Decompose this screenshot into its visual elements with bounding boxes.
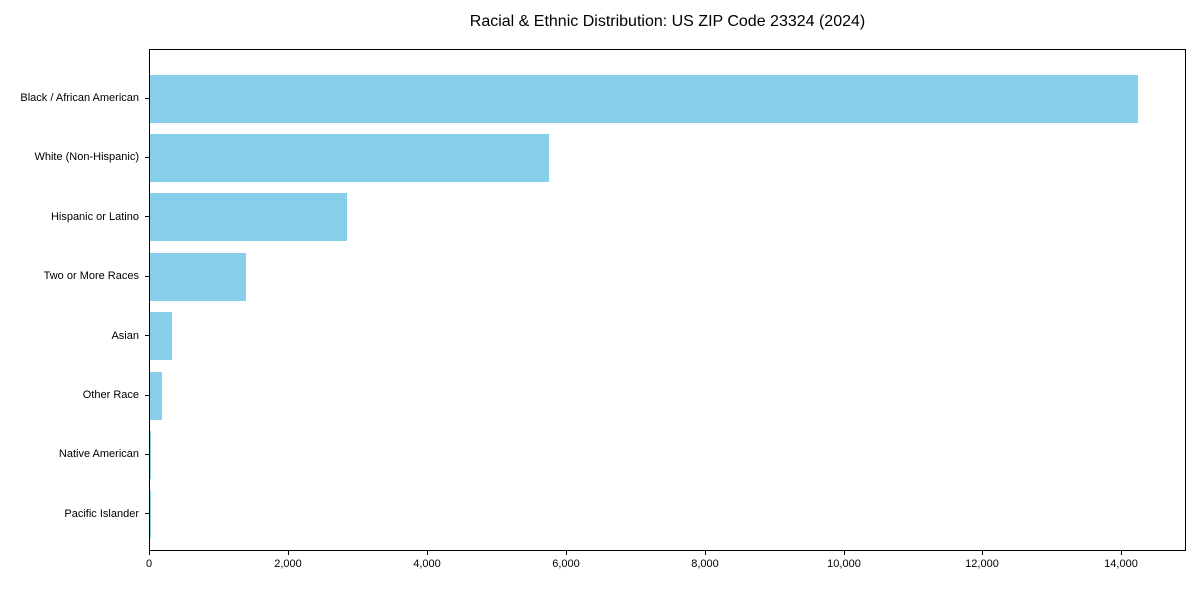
x-tick-mark [705, 551, 706, 555]
x-tick-label: 6,000 [552, 558, 580, 570]
x-tick-mark [566, 551, 567, 555]
x-tick-mark [288, 551, 289, 555]
bar [150, 193, 347, 241]
x-tick-mark [982, 551, 983, 555]
bar [150, 134, 549, 182]
bar [150, 253, 246, 301]
x-tick-label: 2,000 [274, 558, 302, 570]
x-tick-mark [427, 551, 428, 555]
plot-area [149, 49, 1186, 551]
x-tick-label: 14,000 [1104, 558, 1138, 570]
y-tick-label: Pacific Islander [64, 507, 139, 520]
bar [150, 312, 172, 360]
bar [150, 490, 151, 538]
y-tick-mark [145, 513, 149, 514]
y-tick-mark [145, 335, 149, 336]
chart-title: Racial & Ethnic Distribution: US ZIP Cod… [469, 13, 866, 30]
y-tick-label: Hispanic or Latino [50, 210, 139, 223]
y-tick-mark [145, 216, 149, 217]
x-tick-mark [149, 551, 150, 555]
y-tick-mark [145, 454, 149, 455]
x-tick-label: 8,000 [691, 558, 719, 570]
y-tick-label: Two or More Races [43, 270, 139, 283]
bar [150, 75, 1138, 123]
x-tick-mark [844, 551, 845, 555]
y-tick-mark [145, 395, 149, 396]
y-tick-label: Asian [111, 329, 139, 342]
bar [150, 431, 151, 479]
x-tick-label: 4,000 [413, 558, 441, 570]
x-tick-label: 12,000 [965, 558, 999, 570]
y-tick-mark [145, 276, 149, 277]
y-tick-mark [145, 98, 149, 99]
y-tick-label: Other Race [82, 389, 139, 401]
bar [150, 372, 162, 420]
x-tick-label: 0 [145, 558, 153, 570]
y-tick-mark [145, 157, 149, 158]
y-tick-label: Native American [58, 448, 139, 461]
x-tick-mark [1121, 551, 1122, 555]
y-tick-label: White (Non-Hispanic) [34, 151, 139, 164]
x-tick-label: 10,000 [827, 558, 861, 570]
y-tick-label: Black / African American [20, 92, 139, 104]
